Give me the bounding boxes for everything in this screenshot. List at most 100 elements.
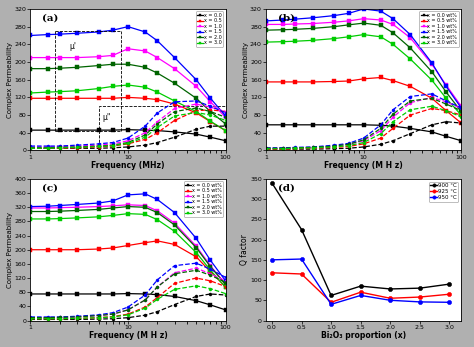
x = 1.0 (74, 56, 80, 60)
x = 3.0 wt% (27, 217, 33, 221)
x = 1.5 (155, 39, 160, 43)
x = 3.0 (125, 83, 131, 87)
Line: x = 0.0 wt%: x = 0.0 wt% (29, 292, 227, 311)
x = 1.0 wt% (378, 18, 383, 22)
x = 1.5 (142, 30, 148, 34)
x = 1.5 wt% (346, 11, 351, 16)
x = 3.0 (223, 128, 228, 133)
925 °C (269, 271, 275, 275)
Text: (a): (a) (42, 13, 58, 22)
x = 1.0 wt% (57, 205, 63, 210)
x = 1.5 wt% (208, 258, 213, 262)
x = 1.0 wt% (443, 83, 449, 87)
Text: (b): (b) (278, 13, 295, 22)
x = 1.5 (96, 30, 101, 34)
x = 0.5 wt% (310, 80, 316, 84)
x = 0.5 (74, 96, 80, 100)
x = 0.5 wt% (281, 80, 286, 84)
x = 3.0 wt% (96, 215, 101, 219)
x = 2.0 wt% (155, 211, 160, 215)
x = 0.5 wt% (57, 248, 63, 252)
x = 3.0 wt% (346, 35, 351, 39)
x = 2.0 wt% (407, 46, 413, 50)
x = 1.5 (74, 31, 80, 35)
x = 0.5 wt% (263, 80, 269, 84)
x = 1.0 wt% (331, 20, 337, 24)
x = 1.5 wt% (27, 204, 33, 209)
x = 0.0 (57, 128, 63, 132)
x = 3.0 wt% (74, 216, 80, 220)
x = 2.0 wt% (390, 31, 396, 35)
x = 2.0 (223, 122, 228, 126)
Y-axis label: Q factor: Q factor (240, 234, 249, 265)
x = 0.0 wt% (45, 292, 50, 296)
X-axis label: Frequency (M H z): Frequency (M H z) (89, 331, 167, 340)
Legend: x = 0.0 wt%, x = 0.5 wt%, x = 1.0 wt%, x = 1.5 wt%, x = 2.0 wt%, x = 3.0 wt%: x = 0.0 wt%, x = 0.5 wt%, x = 1.0 wt%, x… (419, 11, 459, 47)
x = 2.0 wt% (310, 26, 316, 31)
x = 1.0 wt% (458, 104, 464, 108)
Line: x = 1.5: x = 1.5 (29, 25, 227, 118)
950 °C (447, 300, 452, 304)
x = 3.0 (110, 84, 116, 88)
x = 0.0 wt% (281, 123, 286, 127)
x = 1.0 (193, 84, 199, 88)
x = 0.5 wt% (458, 121, 464, 125)
x = 0.5 wt% (155, 239, 160, 243)
x = 2.0 wt% (292, 27, 298, 31)
x = 2.0 (96, 64, 101, 68)
950 °C (269, 258, 275, 262)
x = 0.0 wt% (458, 139, 464, 143)
x = 1.0 wt% (407, 36, 413, 40)
900 °C (299, 227, 304, 231)
925 °C (417, 295, 423, 299)
Text: μ': μ' (69, 42, 76, 51)
x = 1.5 wt% (310, 16, 316, 20)
Line: x = 1.0: x = 1.0 (29, 47, 227, 119)
x = 3.0 wt% (310, 38, 316, 42)
x = 0.5 wt% (331, 79, 337, 84)
x = 0.0 wt% (57, 292, 63, 296)
x = 1.0 wt% (125, 203, 131, 207)
x = 3.0 wt% (281, 40, 286, 44)
x = 1.5 wt% (96, 201, 101, 205)
x = 1.5 wt% (125, 193, 131, 197)
x = 1.0 wt% (193, 244, 199, 248)
x = 2.0 wt% (223, 282, 228, 287)
x = 0.5 wt% (172, 242, 177, 246)
x = 1.0 wt% (361, 17, 366, 21)
x = 0.5 (57, 96, 63, 100)
x = 1.5 (125, 25, 131, 29)
x = 3.0 wt% (390, 42, 396, 46)
x = 1.5 wt% (281, 18, 286, 22)
x = 0.0 wt% (429, 130, 435, 134)
x = 0.0 wt% (390, 124, 396, 128)
x = 0.0 wt% (96, 292, 101, 296)
Line: 900 °C: 900 °C (270, 181, 452, 297)
x = 0.5 (172, 102, 177, 106)
x = 1.0 wt% (27, 206, 33, 210)
925 °C (299, 272, 304, 276)
x = 1.5 (172, 56, 177, 60)
x = 2.0 wt% (110, 206, 116, 210)
x = 1.0 (57, 56, 63, 60)
Line: x = 2.0 wt%: x = 2.0 wt% (264, 22, 463, 113)
x = 0.0 (45, 128, 50, 132)
x = 0.5 wt% (96, 247, 101, 251)
x = 0.0 wt% (378, 123, 383, 127)
Y-axis label: Complex Permeability: Complex Permeability (7, 212, 13, 288)
x = 2.0 (155, 71, 160, 75)
Line: x = 3.0 wt%: x = 3.0 wt% (29, 212, 227, 289)
900 °C (328, 293, 334, 297)
925 °C (387, 296, 393, 301)
x = 1.5 wt% (57, 203, 63, 208)
x = 3.0 wt% (57, 217, 63, 221)
x = 2.0 wt% (378, 23, 383, 27)
Line: x = 0.5 wt%: x = 0.5 wt% (264, 76, 463, 125)
x = 3.0 wt% (45, 217, 50, 221)
x = 1.5 wt% (74, 202, 80, 206)
x = 0.0 (96, 128, 101, 132)
x = 0.0 wt% (208, 303, 213, 307)
900 °C (447, 282, 452, 286)
x = 2.0 wt% (142, 205, 148, 209)
x = 3.0 wt% (378, 35, 383, 39)
